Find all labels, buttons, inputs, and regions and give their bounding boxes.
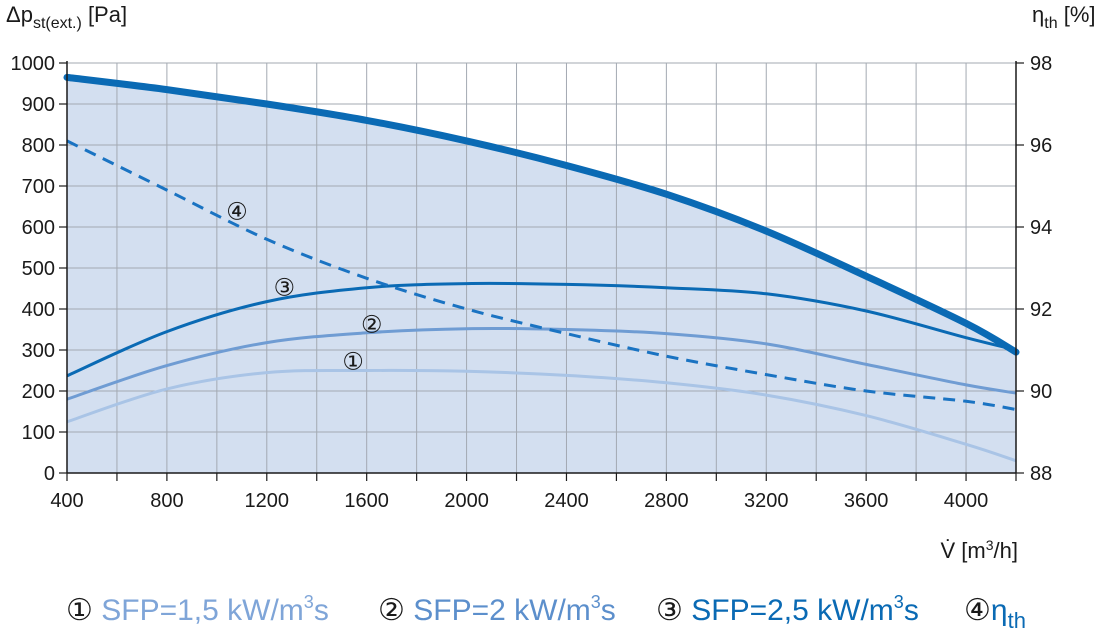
legend-item-4-sub: th: [1008, 608, 1026, 633]
legend-item-1-marker: ①: [66, 594, 93, 627]
y-right-tick-label: 90: [1030, 381, 1052, 403]
curve-label-3: ②: [361, 310, 383, 338]
x-title-prefix: V̇ [m: [941, 538, 986, 563]
legend-item-3-sup: 3: [894, 592, 904, 612]
x-tick-label: 2400: [544, 490, 589, 512]
legend-item-4-marker: ④: [964, 594, 991, 627]
y-left-title-sub: st(ext.): [33, 15, 82, 32]
series-line-4: [66, 139, 1017, 411]
y-left-tick-label: 800: [22, 135, 55, 157]
legend-item-2-text: SFP=2 kW/m: [405, 594, 591, 627]
curve-label-2: ③: [274, 273, 296, 301]
y-left-tick-label: 300: [22, 340, 55, 362]
legend-item-4: ④ηth: [964, 594, 1026, 633]
legend-item-3-end: s: [904, 594, 919, 627]
y-left-tick-label: 100: [22, 422, 55, 444]
legend-item-1: ① SFP=1,5 kW/m3s: [66, 592, 329, 627]
y-left-tick-labels: 0 100 200 300 400 500 600 700 800 900 1000: [11, 53, 56, 485]
legend-item-1-sup: 3: [304, 592, 314, 612]
legend-item-1-end: s: [314, 594, 329, 627]
envelope-curve: [63, 73, 1020, 356]
y-left-axis-title: Δpst(ext.) [Pa]: [6, 2, 127, 32]
y-right-tick-labels: 88 90 92 94 96 98: [1030, 53, 1052, 485]
series-line-1: [66, 368, 1017, 463]
curve-label-1: ④: [226, 198, 248, 226]
y-right-tick-label: 88: [1030, 463, 1052, 485]
y-right-title-sub: th: [1044, 15, 1057, 32]
legend-item-3-text: SFP=2,5 kW/m: [683, 594, 894, 627]
x-title-sup: 3: [986, 537, 994, 553]
x-tick-label: 3600: [844, 490, 889, 512]
x-axis-title: V̇ [m3/h]: [941, 537, 1019, 563]
legend: ① SFP=1,5 kW/m3s ② SFP=2 kW/m3s ③ SFP=2,…: [66, 592, 1026, 633]
y-left-tick-label: 600: [22, 217, 55, 239]
y-left-tick-label: 500: [22, 258, 55, 280]
y-left-tick-label: 700: [22, 176, 55, 198]
y-right-tick-label: 96: [1030, 135, 1052, 157]
legend-item-4-text: η: [991, 594, 1008, 627]
y-left-tick-label: 0: [44, 463, 55, 485]
x-tick-label: 3200: [744, 490, 789, 512]
x-tick-label: 1200: [245, 490, 290, 512]
envelope-fill: [67, 77, 1016, 474]
legend-item-1-text: SFP=1,5 kW/m: [93, 594, 304, 627]
x-tick-label: 2000: [444, 490, 489, 512]
legend-item-3: ③ SFP=2,5 kW/m3s: [656, 592, 919, 627]
y-right-tick-label: 92: [1030, 299, 1052, 321]
x-tick-label: 1600: [344, 490, 389, 512]
y-right-title-unit: [%]: [1058, 2, 1096, 27]
y-right-tick-label: 98: [1030, 53, 1052, 75]
legend-item-3-marker: ③: [656, 594, 683, 627]
y-right-title-main: η: [1032, 2, 1044, 27]
x-tick-label: 400: [50, 490, 83, 512]
x-title-suffix: /h]: [994, 538, 1018, 563]
y-left-tick-label: 900: [22, 94, 55, 116]
series-lines: [66, 139, 1017, 463]
x-tick-labels: 400 800 1200 1600 2000 2400 2800 3200 3600 4000: [50, 490, 988, 512]
curve-label-4: ①: [342, 347, 364, 375]
y-left-tick-label: 200: [22, 381, 55, 403]
legend-item-2-marker: ②: [378, 594, 405, 627]
x-tick-label: 4000: [944, 490, 989, 512]
legend-item-2-end: s: [601, 594, 616, 627]
x-tick-label: 800: [150, 490, 183, 512]
y-right-tick-label: 94: [1030, 217, 1052, 239]
series-line-2: [66, 326, 1017, 401]
y-left-tick-label: 1000: [11, 53, 56, 75]
legend-item-2-sup: 3: [591, 592, 601, 612]
x-tick-label: 2800: [644, 490, 689, 512]
curve-labels: ④ ③ ② ①: [226, 198, 382, 376]
axes: [59, 61, 1024, 481]
series-line-3: [66, 281, 1017, 378]
y-left-title-main: Δp: [6, 2, 33, 27]
y-left-tick-label: 400: [22, 299, 55, 321]
y-right-axis-title: ηth [%]: [1032, 2, 1096, 32]
legend-item-2: ② SFP=2 kW/m3s: [378, 592, 616, 627]
y-left-title-unit: [Pa]: [82, 2, 127, 27]
